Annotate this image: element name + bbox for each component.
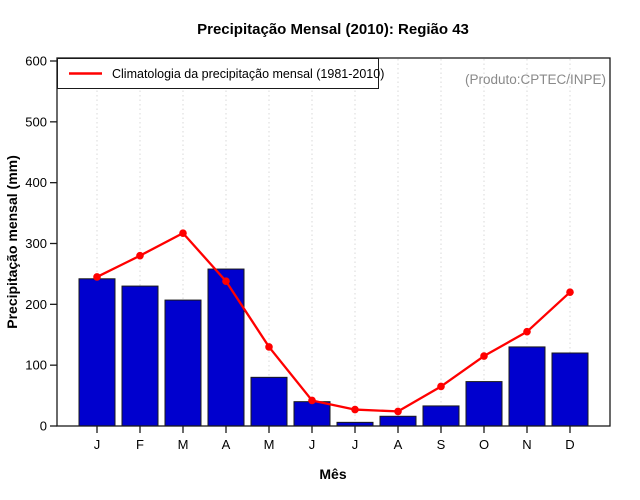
bar-S9 bbox=[422, 405, 460, 427]
climatology-point bbox=[136, 251, 144, 260]
climatology-point bbox=[351, 405, 359, 414]
product-annotation: (Produto:CPTEC/INPE) bbox=[465, 72, 606, 87]
y-tick-label: 0 bbox=[40, 419, 47, 434]
y-tick-label: 600 bbox=[25, 54, 47, 69]
y-tick-label: 400 bbox=[25, 175, 47, 190]
climatology-point bbox=[265, 343, 273, 351]
x-tick-label: F bbox=[136, 437, 144, 452]
x-tick-label: M bbox=[178, 437, 189, 452]
x-tick-label: S bbox=[437, 437, 446, 452]
y-tick-label: 100 bbox=[25, 358, 47, 373]
x-tick-label: J bbox=[309, 437, 316, 452]
x-tick-label: N bbox=[522, 437, 531, 452]
bar-D12 bbox=[551, 352, 589, 427]
x-tick-label: D bbox=[565, 437, 574, 452]
bar-A8 bbox=[379, 415, 417, 427]
bar-F2 bbox=[121, 285, 159, 427]
chart-geometry: 0 100 200 300 400 500 600 J F M A M J J A S O N D bbox=[25, 54, 611, 452]
x-tick-label: A bbox=[222, 437, 231, 452]
y-tick-label: 500 bbox=[25, 114, 47, 129]
legend-box bbox=[57, 58, 379, 89]
y-tick-label: 300 bbox=[25, 236, 47, 251]
legend-label: Climatologia da precipitação mensal (198… bbox=[112, 67, 384, 81]
climatology-point bbox=[222, 277, 230, 286]
climatology-point bbox=[179, 229, 187, 237]
x-tick-label: J bbox=[352, 437, 359, 452]
climatology-point bbox=[523, 327, 531, 336]
y-axis-label: Precipitação mensal (mm) bbox=[4, 155, 20, 329]
climatology-point bbox=[308, 396, 316, 405]
climatology-point bbox=[437, 382, 445, 391]
chart-labels: Precipitação Mensal (2010): Região 43 (P… bbox=[4, 21, 606, 482]
bar-M3 bbox=[164, 299, 202, 427]
bar-O10 bbox=[465, 381, 503, 427]
bar-J1 bbox=[78, 278, 116, 427]
x-tick-label: J bbox=[94, 437, 101, 452]
chart-title: Precipitação Mensal (2010): Região 43 bbox=[197, 21, 469, 38]
bar-A4 bbox=[207, 268, 245, 427]
y-tick-label: 200 bbox=[25, 297, 47, 312]
climatology-point bbox=[566, 288, 574, 296]
legend: Climatologia da precipitação mensal (198… bbox=[57, 58, 384, 89]
bar-J6 bbox=[293, 401, 331, 427]
bar-M5 bbox=[250, 376, 288, 427]
climatology-point bbox=[93, 273, 101, 281]
bar-N11 bbox=[508, 346, 546, 427]
x-tick-label: O bbox=[479, 437, 489, 452]
x-axis-label: Mês bbox=[319, 466, 346, 482]
x-tick-label: A bbox=[394, 437, 403, 452]
climatology-line bbox=[96, 232, 571, 413]
climatology-point bbox=[480, 352, 488, 360]
climatology-point bbox=[394, 407, 402, 416]
x-tick-label: M bbox=[264, 437, 275, 452]
